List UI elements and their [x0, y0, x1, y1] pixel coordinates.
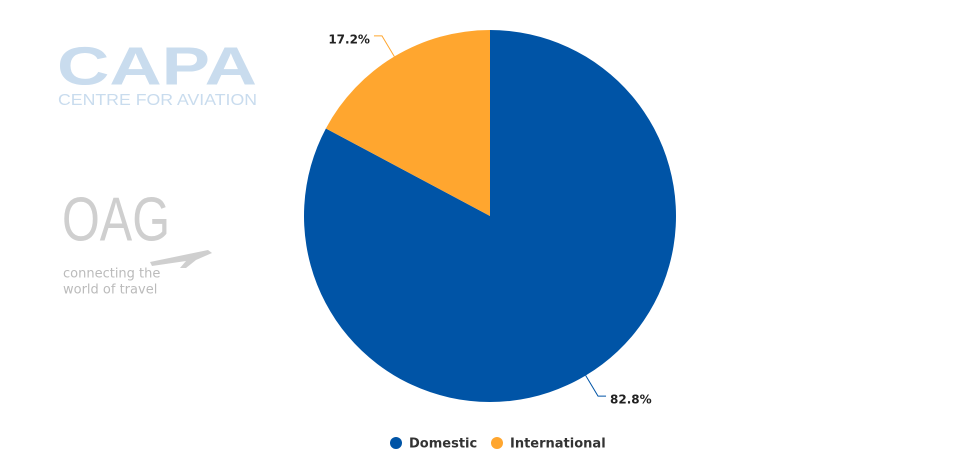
leader-line	[373, 35, 395, 57]
legend-label: Domestic	[409, 437, 477, 452]
oag-tagline: world of travel	[63, 283, 157, 298]
legend-marker	[390, 437, 402, 449]
legend-label: International	[510, 437, 606, 452]
data-label: 82.8%	[610, 393, 652, 407]
capa-logo: CAPA CENTRE FOR AVIATION	[57, 36, 257, 109]
oag-logo-text: OAG	[62, 185, 170, 254]
legend-marker	[491, 437, 503, 449]
leader-line	[585, 375, 607, 397]
plane-icon	[150, 250, 212, 268]
data-label: 17.2%	[328, 32, 370, 46]
oag-logo: OAG connecting the world of travel	[62, 185, 212, 298]
capa-tagline: CENTRE FOR AVIATION	[58, 92, 257, 109]
oag-tagline: connecting the	[63, 267, 160, 282]
pie-slice	[325, 30, 490, 216]
capa-logo-text: CAPA	[57, 36, 257, 96]
